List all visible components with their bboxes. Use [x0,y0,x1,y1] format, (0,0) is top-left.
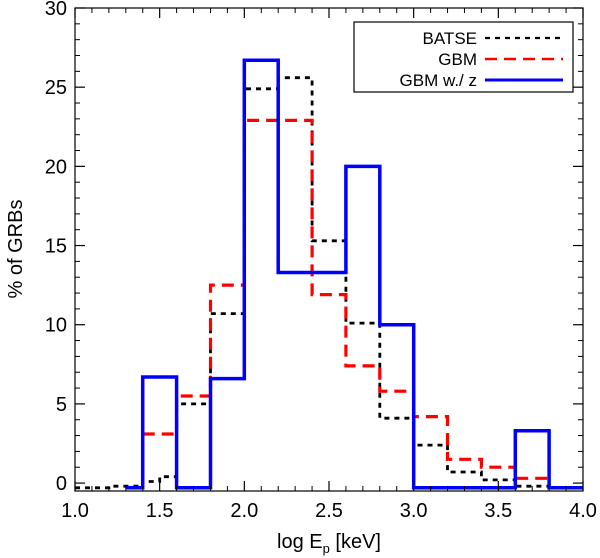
x-tick-label: 3.5 [484,500,512,522]
x-axis-title: log Ep [keV] [277,531,381,556]
legend-label-2: GBM w./ z [400,71,477,90]
y-axis-title: % of GRBs [5,200,27,299]
series-layer [75,58,583,490]
y-tick-label: 5 [56,394,67,416]
legend-label-1: GBM [438,50,477,69]
x-axis-title-subscript: p [323,541,330,556]
y-tick-label: 10 [45,315,67,337]
y-tick-label: 30 [45,0,67,20]
legend: BATSE GBM GBM w./ z [353,21,574,93]
tick-labels: 1.0 1.5 2.0 2.5 3.0 3.5 4.0 0 5 10 15 20 25 30 [45,0,597,522]
x-tick-label: 3.0 [400,500,428,522]
x-tick-label: 2.5 [315,500,343,522]
axis-ticks [74,7,584,491]
x-tick-label: 2.0 [230,500,258,522]
series-line-2 [125,58,583,490]
x-axis-title-unit: [keV] [330,531,381,553]
x-axis-title-main: log E [277,531,323,553]
legend-label-0: BATSE [423,29,477,48]
y-tick-label: 20 [45,156,67,178]
x-tick-label: 1.5 [146,500,174,522]
y-tick-label: 15 [45,236,67,258]
x-tick-label: 4.0 [569,500,597,522]
x-tick-label: 1.0 [61,500,89,522]
series-line-0 [75,76,583,490]
y-tick-label: 0 [56,473,67,495]
y-tick-label: 25 [45,77,67,99]
